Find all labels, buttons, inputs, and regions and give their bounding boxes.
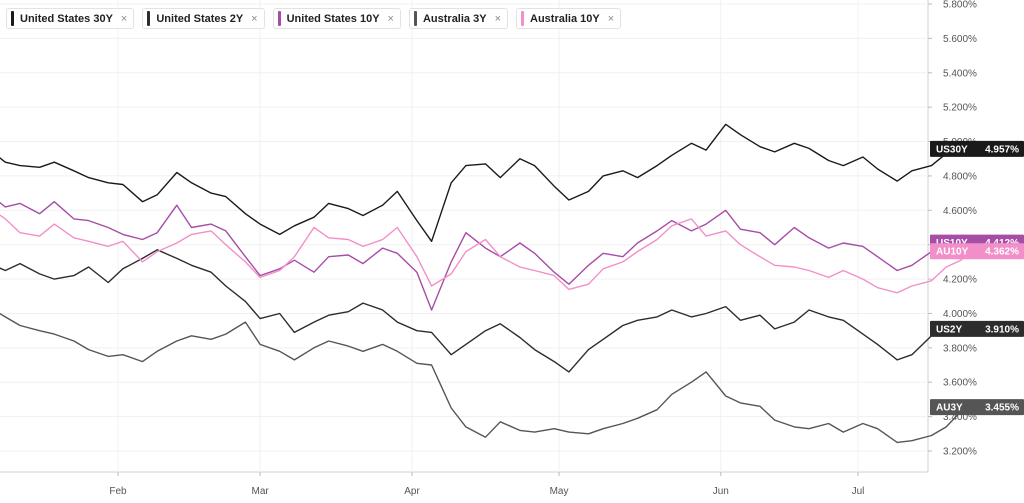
legend-item-au10y[interactable]: Australia 10Y × [516, 8, 622, 29]
y-axis: 3.200%3.400%3.600%3.800%4.000%4.200%4.40… [928, 0, 977, 458]
series-line-us2y [0, 249, 971, 373]
legend-item-us2y[interactable]: United States 2Y × [142, 8, 265, 29]
badge-value: 3.455% [985, 403, 1019, 414]
legend-item-us10y[interactable]: United States 10Y × [272, 8, 401, 29]
x-tick-label: Jul [852, 486, 865, 497]
legend: United States 30Y × United States 2Y × U… [6, 8, 622, 29]
series-lines [0, 123, 972, 444]
badge-symbol: AU3Y [936, 403, 963, 414]
badge-symbol: US2Y [936, 324, 962, 335]
badge-value: 4.362% [985, 247, 1019, 258]
close-icon[interactable]: × [607, 12, 615, 25]
badge-us2y: US2Y 3.910% [930, 320, 1024, 337]
legend-label: Australia 10Y [530, 12, 600, 25]
badge-us30y: US30Y 4.957% [930, 140, 1024, 157]
close-icon[interactable]: × [387, 12, 394, 25]
y-tick-label: 5.200% [943, 103, 977, 114]
close-icon[interactable]: × [120, 12, 128, 25]
badge-symbol: US30Y [936, 144, 968, 155]
badge-bg [930, 320, 1024, 337]
x-tick-label: Jun [713, 486, 729, 497]
y-tick-label: 5.600% [943, 34, 977, 45]
grid-lines [0, 0, 929, 473]
x-tick-label: Feb [109, 486, 127, 497]
legend-swatch [277, 11, 281, 26]
legend-swatch [413, 11, 417, 26]
legend-swatch [147, 11, 151, 26]
badge-au3y: AU3Y 3.455% [930, 399, 1024, 416]
y-tick-label: 5.400% [943, 68, 977, 79]
badge-value: 4.957% [985, 144, 1019, 155]
y-tick-label: 4.000% [943, 309, 977, 320]
y-tick-label: 3.800% [943, 343, 977, 354]
close-icon[interactable]: × [251, 12, 258, 25]
series-line-au3y [0, 312, 971, 444]
close-icon[interactable]: × [494, 12, 501, 25]
legend-label: Australia 3Y [422, 12, 487, 25]
y-tick-label: 3.400% [943, 412, 977, 423]
y-tick-label: 4.200% [943, 275, 977, 286]
y-tick-label: 4.600% [943, 206, 977, 217]
badge-value: 3.910% [985, 324, 1019, 335]
last-value-badges: US30Y4.957%US2Y3.910%US10Y4.412%AU3Y3.45… [930, 140, 1024, 416]
y-tick-label: 3.200% [943, 447, 977, 458]
badge-bg [930, 243, 1024, 260]
badge-bg [930, 399, 1024, 416]
x-tick-label: Apr [404, 486, 420, 497]
legend-swatch [11, 11, 14, 26]
x-axis: Feb Mar Apr May Jun Jul [109, 472, 864, 497]
legend-label: United States 2Y [156, 12, 244, 25]
y-tick-label: 3.600% [943, 378, 977, 389]
x-tick-label: May [550, 486, 569, 497]
series-line-us10y [0, 201, 972, 311]
legend-item-au3y[interactable]: Australia 3Y × [408, 8, 508, 29]
series-line-us30y [0, 123, 971, 242]
badge-bg [930, 140, 1024, 157]
legend-item-us30y[interactable]: United States 30Y × [6, 8, 135, 29]
x-tick-label: Mar [252, 486, 270, 497]
series-line-au10y [0, 214, 972, 294]
badge-au10y: AU10Y 4.362% [930, 243, 1024, 260]
y-tick-label: 4.800% [943, 171, 977, 182]
legend-label: United States 30Y [20, 12, 113, 25]
legend-swatch [521, 11, 524, 26]
badge-symbol: AU10Y [936, 247, 969, 258]
legend-label: United States 10Y [286, 12, 380, 25]
y-tick-label: 5.800% [943, 0, 977, 11]
